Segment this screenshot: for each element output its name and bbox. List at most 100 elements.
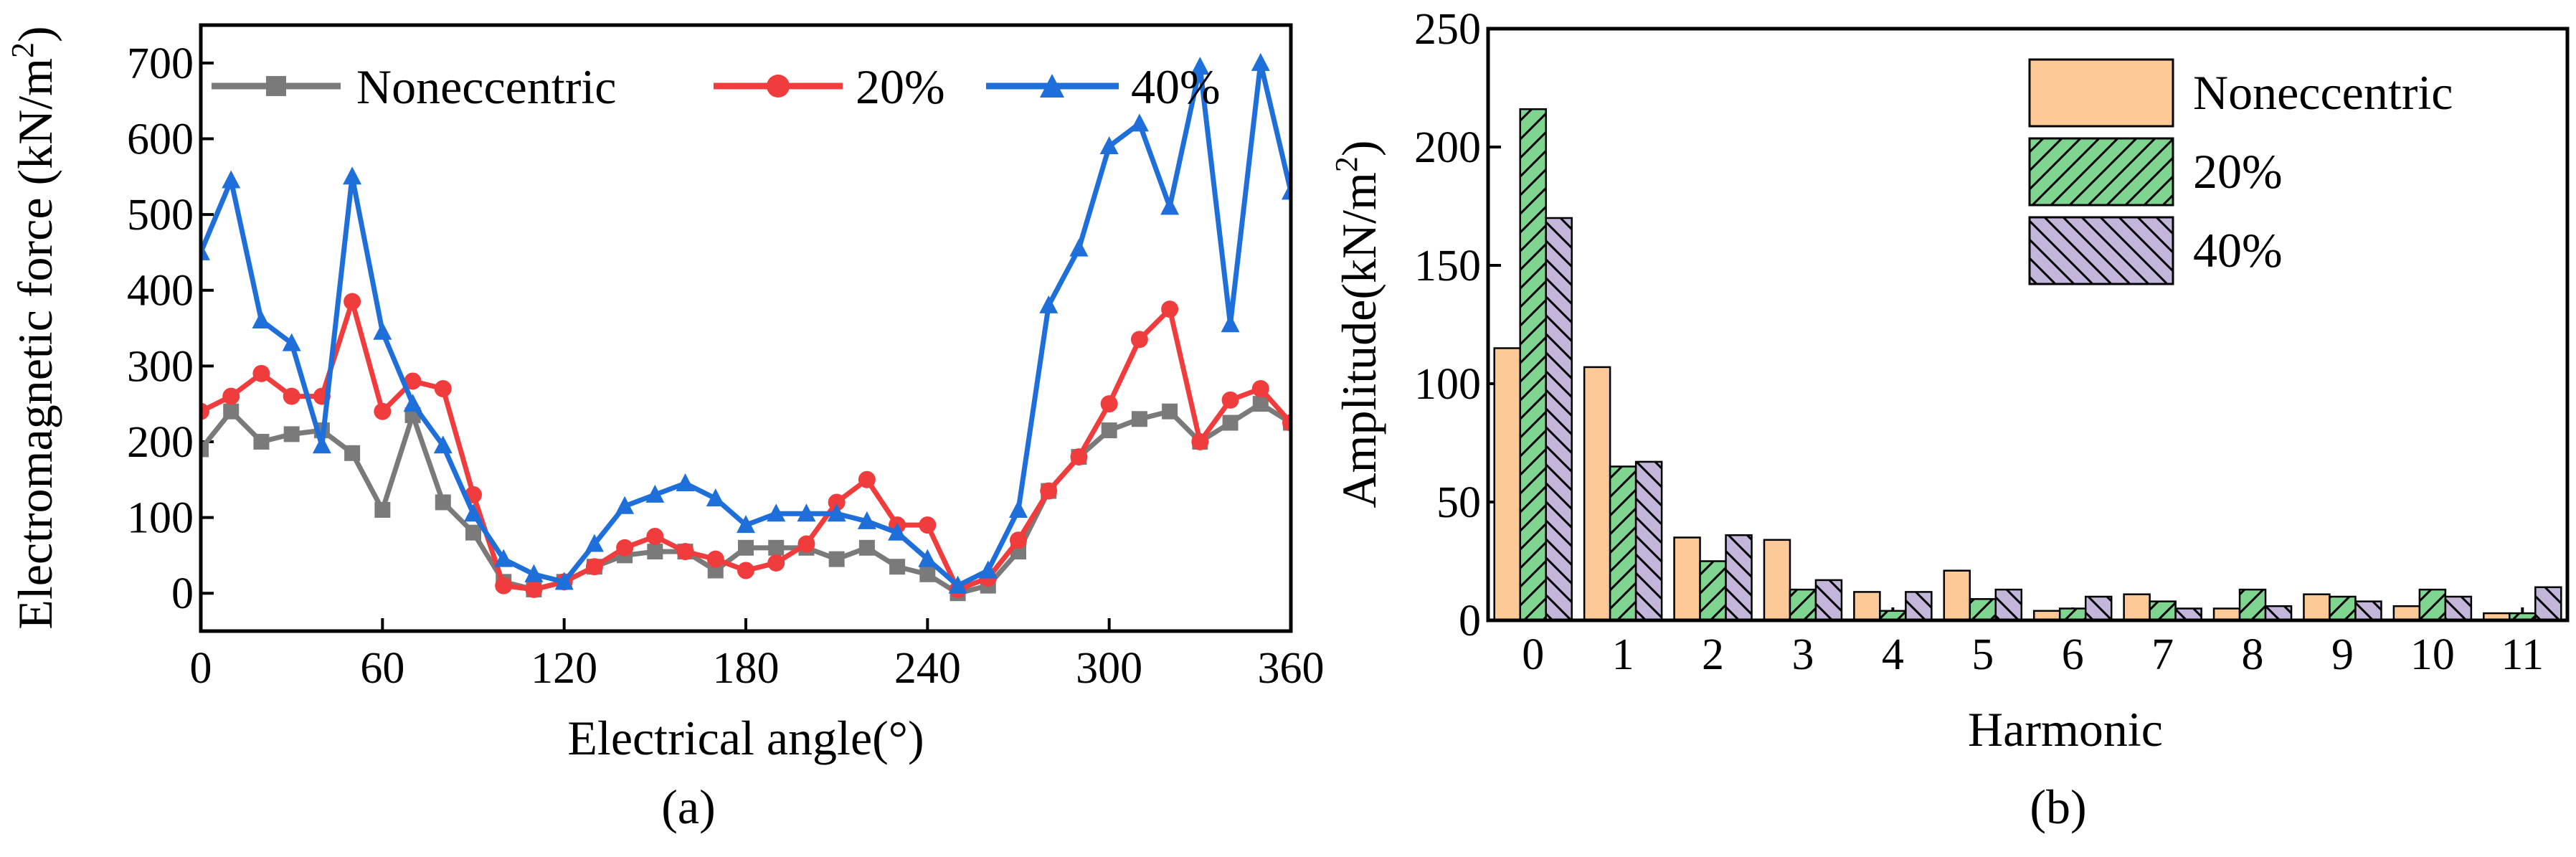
legend-marker-circle [767,75,790,98]
bar-noneccentric [1673,536,1701,622]
data-point-40 [433,435,453,454]
data-point-noneccentric [1252,396,1269,412]
data-point-noneccentric [889,559,906,575]
data-point-40 [827,503,846,522]
data-point-20 [919,516,937,534]
data-point-noneccentric [374,502,391,518]
data-point-noneccentric [253,433,270,450]
line-chart-frame [199,23,1293,633]
x-tick-label: 11 [2501,630,2544,679]
data-point-40 [918,549,937,567]
data-point-noneccentric [283,426,300,442]
legend-label-noneccentric-b: Noneccentric [2193,65,2453,120]
data-point-40 [737,515,755,534]
x-tick-label: 3 [1791,630,1814,679]
bar-noneccentric [2303,593,2331,622]
y-tick-label: 500 [127,191,194,240]
legend-label-noneccentric: Noneccentric [356,60,616,114]
data-point-40 [373,321,392,340]
caption-b: (b) [2030,780,2086,834]
bar-40 [1725,534,1753,622]
data-point-40 [1099,136,1119,154]
data-point-40 [1190,57,1210,75]
data-point-20 [767,554,785,572]
data-point-noneccentric [738,539,754,556]
line-chart-axes: 0 60 120 180 240 300 360 0 100 200 300 400 500 600 700 [127,39,1325,693]
bar-20 [2149,600,2177,622]
x-tick-label: 7 [2151,630,2174,679]
legend-label-40-b: 40% [2193,223,2283,278]
x-tick-label: 4 [1882,630,1904,679]
data-point-40 [1282,181,1291,200]
data-point-noneccentric [435,494,451,511]
bar-noneccentric [2392,605,2421,622]
y-tick-label: 600 [127,115,194,164]
legend-marker-triangle [1040,74,1064,98]
x-tick-label: 360 [1258,644,1325,693]
bar-chart-frame [1486,27,2570,622]
data-point-noneccentric [828,551,845,567]
data-point-20 [737,562,754,579]
data-point-40 [222,170,241,189]
data-point-40 [1039,295,1059,313]
bar-chart-panel-b: 0 50 100 150 200 250 0 1 2 3 4 5 6 7 8 9 10 11 Amplitude(… [1329,5,2570,834]
bar-20 [1519,108,1547,622]
legend-swatch-noneccentric [2028,58,2174,128]
data-point-40 [797,503,816,522]
caption-a: (a) [661,780,715,834]
y-tick-label: 400 [127,267,194,316]
bar-noneccentric [1943,569,1971,622]
bar-40 [1634,460,1663,622]
data-point-20 [1070,448,1088,466]
data-point-40 [312,435,331,454]
data-point-40 [343,166,362,185]
bar-40 [2444,595,2473,622]
bar-noneccentric [1583,366,1611,622]
data-point-40 [201,242,210,260]
bar-20 [1609,465,1637,622]
data-point-40 [645,484,665,503]
x-tick-label: 9 [2331,630,2354,679]
x-tick-label: 1 [1612,630,1634,679]
x-tick-label: 8 [2242,630,2264,679]
data-point-noneccentric [223,403,240,420]
data-point-40 [1221,314,1240,333]
data-point-20 [525,580,543,598]
data-point-40 [978,560,998,579]
bar-20 [1969,598,1997,622]
bar-40 [1994,588,2023,622]
data-point-40 [1009,500,1028,518]
bar-noneccentric [1493,347,1521,622]
data-point-20 [646,527,664,545]
x-tick-label: 10 [2410,630,2455,679]
bar-20 [2329,595,2357,622]
x-tick-label: 300 [1076,644,1142,693]
y-tick-label: 100 [127,494,194,543]
data-point-noneccentric [1162,403,1178,420]
y-tick-label: 200 [1414,123,1481,172]
data-point-20 [374,402,392,420]
line-chart-panel-a: 0 60 120 180 240 300 360 0 100 200 300 400 500 600 700… [5,23,1325,834]
bar-chart-bars [1493,108,2562,622]
data-point-noneccentric [344,445,361,461]
data-point-20 [1130,331,1148,349]
y-tick-label: 100 [1414,360,1481,409]
x-tick-label: 0 [1522,630,1544,679]
data-point-20 [1191,432,1209,450]
bar-noneccentric [1853,591,1881,622]
data-point-40 [554,572,574,590]
x-tick-label: 60 [360,644,404,693]
data-point-noneccentric [768,539,785,556]
y-tick-label: 200 [127,418,194,467]
data-point-20 [676,543,694,561]
y-tick-label: 50 [1436,478,1481,527]
data-point-40 [252,310,271,328]
bar-chart-axes: 0 50 100 150 200 250 0 1 2 3 4 5 6 7 8 9 10 11 [1414,5,2544,679]
data-point-40 [1251,52,1270,71]
bar-20 [1699,560,1727,622]
legend-label-20-b: 20% [2193,144,2283,199]
x-tick-label: 180 [713,644,780,693]
data-point-40 [1130,113,1149,132]
legend-label-20: 20% [856,60,945,114]
data-point-20 [495,577,513,595]
